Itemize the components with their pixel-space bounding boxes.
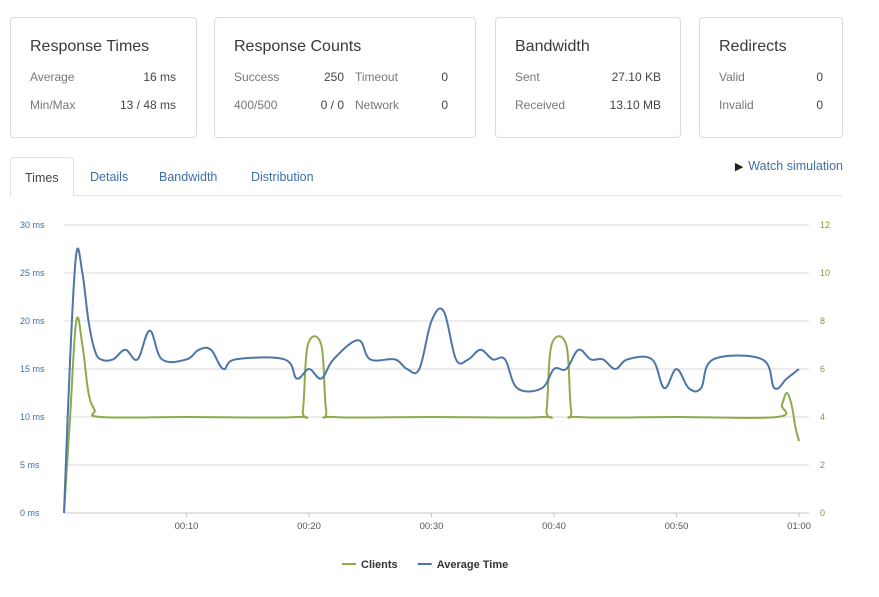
tab-details[interactable]: Details (90, 170, 129, 184)
chart-legend: Clients Average Time (342, 559, 508, 571)
received-value: 13.10 MB (609, 98, 661, 112)
y-axis-left: 0 ms 5 ms 10 ms 15 ms 20 ms 25 ms 30 ms (20, 220, 45, 518)
average-label: Average (30, 70, 75, 84)
redirects-card: Redirects Valid 0 Invalid 0 (699, 17, 843, 138)
bandwidth-card: Bandwidth Sent 27.10 KB Received 13.10 M… (495, 17, 681, 138)
y-right-tick-label: 12 (820, 220, 830, 230)
timeout-label: Timeout (355, 70, 398, 84)
tab-times[interactable]: Times (10, 157, 74, 197)
sent-label: Sent (515, 70, 540, 84)
chart-grid (64, 224, 809, 514)
network-label: Network (355, 98, 400, 112)
x-tick-label: 00:20 (297, 521, 321, 532)
invalid-value: 0 (816, 98, 823, 112)
response-counts-card: Response Counts Success 250 Timeout 0 40… (214, 17, 476, 138)
clients-line (63, 316, 800, 514)
sent-value: 27.10 KB (611, 70, 661, 84)
y-left-tick-label: 25 ms (20, 268, 45, 278)
x-axis: 00:10 00:20 00:30 00:40 00:50 01:00 (64, 512, 811, 532)
clients-legend-label: Clients (361, 559, 398, 571)
x-tick-label: 00:10 (175, 521, 199, 532)
x-tick-label: 00:30 (420, 521, 444, 532)
x-tick-label: 01:00 (787, 521, 811, 532)
bandwidth-title: Bandwidth (515, 38, 590, 55)
average-value: 16 ms (143, 70, 176, 84)
response-times-chart: 0 ms 5 ms 10 ms 15 ms 20 ms 25 ms 30 ms 0 2 4 6 8 1… (20, 220, 830, 571)
play-icon: ▶ (734, 161, 744, 173)
success-label: Success (234, 70, 280, 84)
y-axis-right: 0 2 4 6 8 10 12 (820, 220, 830, 518)
error-codes-label: 400/500 (234, 98, 278, 112)
response-times-card: Response Times Average 16 ms Min/Max 13 … (10, 17, 197, 138)
y-left-tick-label: 10 ms (20, 412, 45, 422)
min-max-value: 13 / 48 ms (119, 98, 176, 112)
y-right-tick-label: 2 (820, 460, 825, 470)
average-time-legend-label: Average Time (437, 559, 509, 571)
average-time-line (63, 247, 800, 514)
y-right-tick-label: 0 (820, 508, 825, 518)
y-right-tick-label: 10 (820, 268, 830, 278)
y-left-tick-label: 5 ms (20, 460, 40, 470)
chart-lines (63, 247, 800, 514)
x-tick-label: 00:50 (665, 521, 689, 532)
chart-tabs: Times Details Bandwidth Distribution (10, 157, 843, 197)
timeout-value: 0 (441, 70, 448, 84)
success-value: 250 (323, 70, 344, 84)
error-codes-value: 0 / 0 (320, 98, 344, 112)
y-right-tick-label: 8 (820, 316, 825, 326)
received-label: Received (515, 98, 566, 112)
y-left-tick-label: 0 ms (20, 508, 40, 518)
min-max-label: Min/Max (30, 98, 76, 112)
valid-label: Valid (719, 70, 745, 84)
redirects-title: Redirects (719, 38, 787, 55)
invalid-label: Invalid (719, 98, 754, 112)
watch-simulation-link[interactable]: ▶ Watch simulation (735, 159, 843, 173)
tab-distribution[interactable]: Distribution (251, 170, 314, 184)
y-left-tick-label: 20 ms (20, 316, 45, 326)
watch-simulation-label: Watch simulation (748, 159, 843, 173)
x-tick-label: 00:40 (542, 521, 566, 532)
y-right-tick-label: 6 (820, 364, 825, 374)
y-left-tick-label: 15 ms (20, 364, 45, 374)
response-counts-title: Response Counts (234, 38, 362, 55)
y-right-tick-label: 4 (820, 412, 825, 422)
response-times-title: Response Times (30, 38, 150, 55)
network-value: 0 (441, 98, 448, 112)
y-left-tick-label: 30 ms (20, 220, 45, 230)
valid-value: 0 (816, 70, 823, 84)
tab-bandwidth[interactable]: Bandwidth (159, 170, 218, 184)
